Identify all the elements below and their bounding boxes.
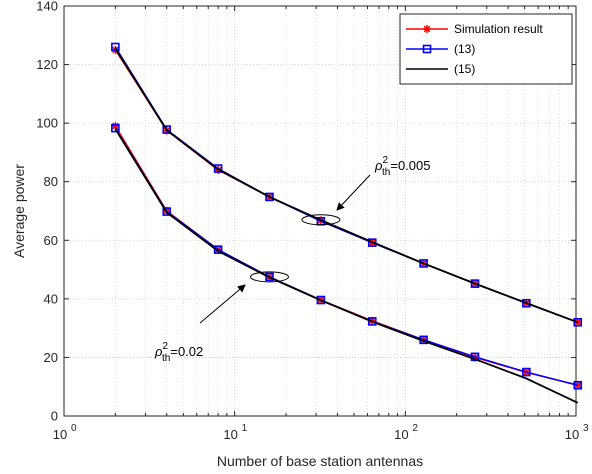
data-point — [573, 380, 583, 390]
data-point — [213, 164, 223, 173]
series-group-2 — [111, 122, 583, 404]
legend-marker — [422, 44, 432, 54]
data-point — [470, 352, 480, 362]
data-point — [265, 192, 274, 202]
y-tick-label: 20 — [44, 350, 58, 365]
data-point — [470, 279, 480, 288]
data-point — [213, 245, 223, 254]
legend: Simulation result (13) (15) — [399, 13, 573, 85]
y-axis-label: Average power — [11, 164, 27, 258]
x-tick-exponent: 1 — [242, 423, 248, 434]
data-point — [111, 42, 120, 52]
data-point — [573, 317, 583, 327]
y-tick-label: 0 — [51, 409, 58, 424]
data-point — [162, 125, 172, 134]
y-tick-label: 120 — [36, 57, 58, 72]
annotation-label: ρ2 th=0.005 — [374, 155, 430, 178]
axes-frame — [63, 5, 577, 417]
y-tick-label: 40 — [44, 291, 58, 306]
annotation-arrow — [199, 284, 246, 324]
series-line-2-3 — [114, 128, 579, 404]
y-tick-label: 80 — [44, 174, 58, 189]
y-tick-label: 100 — [36, 116, 58, 131]
x-tick-exponent: 3 — [583, 423, 589, 434]
x-tick-label: 10 — [565, 427, 579, 442]
annotation-arrow — [336, 174, 371, 211]
data-point — [522, 298, 531, 308]
data-point — [265, 272, 274, 282]
data-point — [419, 259, 428, 268]
series-line-1-3 — [114, 47, 579, 324]
data-point — [162, 207, 172, 216]
annotation-label: ρ2 th=0.02 — [154, 341, 203, 364]
x-axis-label: Number of base station antennas — [217, 453, 423, 469]
x-tick-label: 10 — [223, 427, 237, 442]
series-group-1 — [111, 42, 583, 327]
data-point — [111, 123, 120, 133]
legend-label: (13) — [454, 42, 475, 56]
annotation-ellipse — [301, 214, 341, 226]
legend-label: (15) — [454, 62, 475, 76]
legend-marker — [423, 25, 431, 33]
data-point — [522, 367, 531, 377]
y-tick-label: 140 — [36, 0, 58, 14]
x-tick-label: 10 — [53, 427, 67, 442]
data-point — [316, 295, 326, 305]
data-point — [367, 317, 377, 326]
x-tick-exponent: 2 — [412, 423, 418, 434]
x-tick-label: 10 — [394, 427, 408, 442]
annotation-ellipse — [250, 271, 290, 283]
x-tick-exponent: 0 — [71, 423, 77, 434]
legend-label: Simulation result — [454, 22, 543, 36]
y-tick-label: 60 — [44, 233, 58, 248]
